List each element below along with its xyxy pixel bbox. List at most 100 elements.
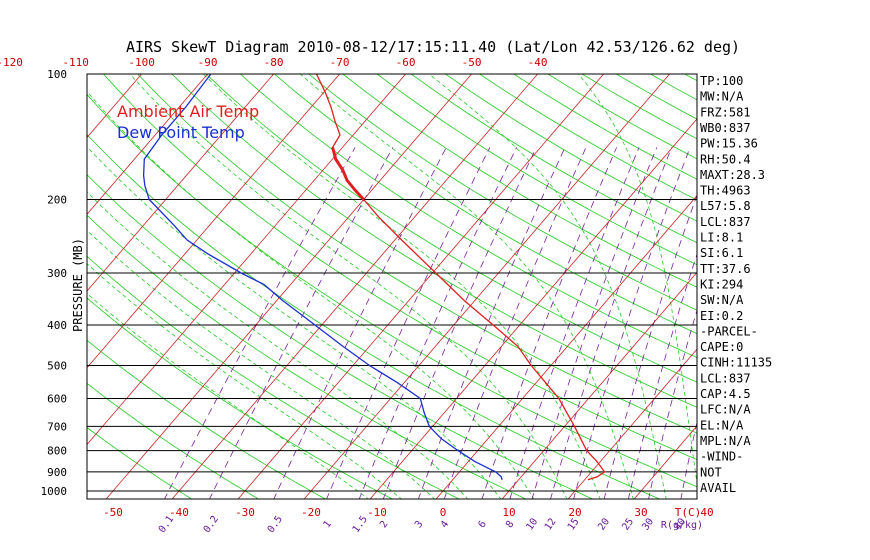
dew-point-profile-line xyxy=(142,74,503,480)
bottom-temp-tick-label: 30 xyxy=(634,506,647,519)
stat-item: -PARCEL- xyxy=(700,324,758,338)
dry-adiabat-line xyxy=(87,214,527,499)
stat-item: KI:294 xyxy=(700,277,743,291)
y-axis-label: PRESSURE (MB) xyxy=(71,238,85,332)
bottom-temp-tick-label: -50 xyxy=(103,506,123,519)
mixing-ratio-line xyxy=(443,147,587,499)
top-temp-tick-label: -70 xyxy=(330,56,350,69)
isotherm-line xyxy=(87,74,209,215)
stat-item: PW:15.36 xyxy=(700,137,758,151)
bottom-temp-tick-label: -20 xyxy=(301,506,321,519)
stat-item: AVAIL xyxy=(700,481,736,495)
bottom-temp-tick-label: -10 xyxy=(367,506,387,519)
dry-adiabat-line xyxy=(87,339,327,499)
mixing-ratio-line xyxy=(164,147,356,499)
stat-item: LI:8.1 xyxy=(700,231,743,245)
dry-adiabat-line xyxy=(87,297,394,499)
mixing-ratio-tick-label: 3 xyxy=(413,519,425,530)
stat-item: TH:4963 xyxy=(700,184,751,198)
bottom-temp-unit: T(C) xyxy=(675,506,702,519)
moist-adiabat-line xyxy=(87,263,403,499)
air-temp-profile-line xyxy=(315,74,606,481)
top-temp-tick-label: -110 xyxy=(62,56,89,69)
stat-item: WB0:837 xyxy=(700,121,751,135)
mixing-ratio-tick-label: 12 xyxy=(543,516,559,532)
stat-item: EL:N/A xyxy=(700,418,744,432)
isotherm-line xyxy=(732,9,870,538)
isotherm-line xyxy=(105,74,473,499)
pressure-tick-label: 600 xyxy=(47,392,67,405)
dry-adiabat-line xyxy=(513,74,697,180)
bottom-temp-tick-label: 10 xyxy=(502,506,515,519)
dry-adiabat-line xyxy=(342,74,697,288)
stat-item: L57:5.8 xyxy=(700,199,751,213)
mixing-ratio-line xyxy=(358,147,517,499)
stat-item: LCL:837 xyxy=(700,215,751,229)
bottom-temp-tick-label: -30 xyxy=(235,506,255,519)
pressure-tick-label: 900 xyxy=(47,466,67,479)
legend-air-temp: Ambient Air Temp xyxy=(117,102,259,121)
top-temp-tick-label: -120 xyxy=(0,56,23,69)
mixing-ratio-tick-label: 10 xyxy=(524,516,540,532)
dry-adiabat-line xyxy=(273,74,697,335)
mixing-ratio-tick-label: 1 xyxy=(322,519,334,530)
dry-adiabat-line xyxy=(87,382,260,499)
moist-adiabat-line xyxy=(87,90,535,499)
pressure-tick-label: 100 xyxy=(47,68,67,81)
pressure-tick-label: 400 xyxy=(47,319,67,332)
stat-item: TP:100 xyxy=(700,74,743,88)
profile-series xyxy=(142,74,606,481)
mixing-ratio-line xyxy=(326,147,491,499)
stat-item: CAP:4.5 xyxy=(700,387,751,401)
isotherm-line xyxy=(87,74,275,292)
mixing-ratio-tick-label: 8 xyxy=(504,519,516,530)
bottom-temp-tick-label: 20 xyxy=(568,506,581,519)
moist-adiabat-line xyxy=(577,74,697,486)
bottom-temp-tick-label: -40 xyxy=(169,506,189,519)
top-temp-tick-label: -100 xyxy=(128,56,155,69)
stat-item: LCL:837 xyxy=(700,371,751,385)
mixing-ratio-tick-label: 4 xyxy=(439,519,451,530)
pressure-tick-label: 800 xyxy=(47,445,67,458)
stat-item: MAXT:28.3 xyxy=(700,168,765,182)
dry-adiabat-line xyxy=(478,74,697,201)
moist-adiabat-line xyxy=(428,74,667,499)
moist-adiabat-line xyxy=(87,229,436,499)
top-temp-tick-label: -80 xyxy=(264,56,284,69)
stat-item: CAPE:0 xyxy=(700,340,743,354)
pressure-tick-label: 700 xyxy=(47,420,67,433)
mixing-ratio-tick-label: 20 xyxy=(596,516,612,532)
isotherm-line xyxy=(87,74,407,446)
mixing-ratio-tick-label: 6 xyxy=(476,519,488,530)
mixing-ratio-tick-label: 0.5 xyxy=(266,514,285,535)
stat-item: LFC:N/A xyxy=(700,403,751,417)
stat-item: NOT xyxy=(700,465,722,479)
dry-adiabat-line xyxy=(87,174,594,499)
moist-adiabat-line xyxy=(299,74,634,499)
bottom-temp-tick-label: 40 xyxy=(700,506,713,519)
isotherm-line xyxy=(798,9,870,538)
dry-adiabat-line xyxy=(87,93,697,488)
air-temp-profile-bold-segment xyxy=(331,147,365,201)
dry-adiabat-line xyxy=(647,34,870,517)
isotherm-line xyxy=(171,74,539,499)
mixing-ratio-tick-label: 0.2 xyxy=(202,514,221,535)
top-temp-tick-label: -60 xyxy=(396,56,416,69)
pressure-tick-label: 1000 xyxy=(41,485,68,498)
moist-adiabat-line xyxy=(203,74,601,499)
dry-adiabat-line xyxy=(87,133,661,499)
dry-adiabat-line xyxy=(444,74,697,222)
stat-item: RH:50.4 xyxy=(700,152,751,166)
top-temp-tick-label: -50 xyxy=(462,56,482,69)
mixing-ratio-grid xyxy=(164,147,697,499)
stat-item: EI:0.2 xyxy=(700,309,743,323)
mixing-ratio-line xyxy=(531,147,658,499)
top-temp-tick-label: -90 xyxy=(198,56,218,69)
mixing-ratio-tick-label: 2 xyxy=(378,519,390,530)
stat-item: MPL:N/A xyxy=(700,434,751,448)
stat-item: FRZ:581 xyxy=(700,105,751,119)
stat-item: -WIND- xyxy=(700,450,743,464)
mixing-ratio-unit: R(g/kg) xyxy=(661,520,703,531)
dry-adiabat-line xyxy=(376,74,697,266)
